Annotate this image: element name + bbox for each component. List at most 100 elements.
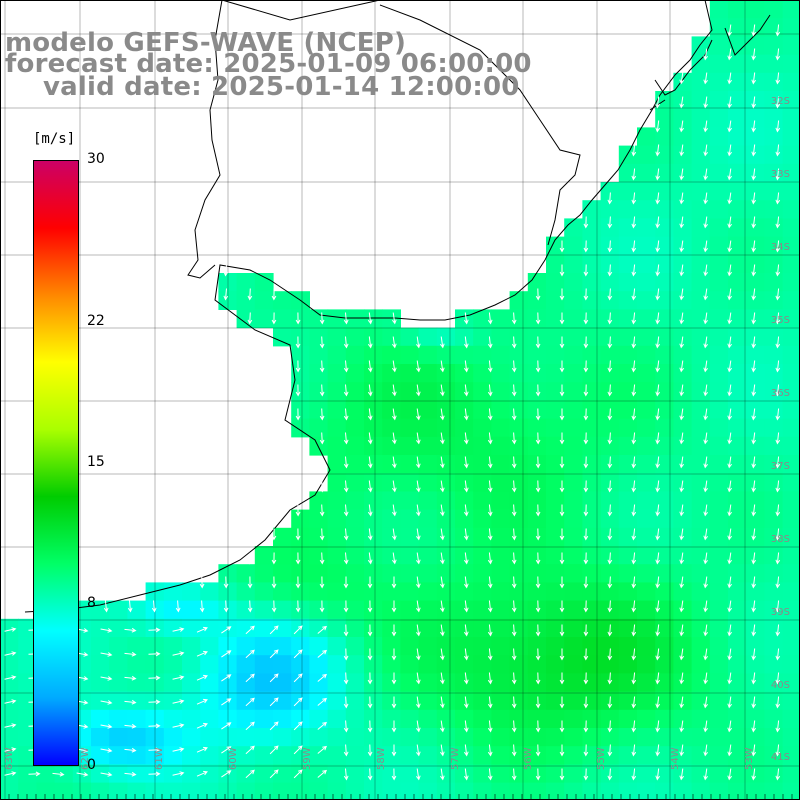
wind-cell bbox=[291, 746, 310, 765]
wind-cell bbox=[582, 473, 602, 492]
wind-arrow bbox=[463, 600, 469, 613]
wind-cell bbox=[382, 746, 401, 765]
wind-arrow bbox=[559, 312, 565, 325]
wind-cell bbox=[236, 782, 256, 800]
wind-cell bbox=[327, 364, 347, 383]
wind-cell bbox=[473, 764, 492, 784]
wind-cell bbox=[418, 655, 438, 674]
wind-cell bbox=[709, 382, 729, 401]
wind-cell bbox=[91, 673, 110, 693]
wind-arrow bbox=[416, 696, 421, 709]
wind-arrow bbox=[100, 700, 113, 705]
wind-cell bbox=[764, 109, 784, 128]
wind-cell bbox=[436, 637, 456, 656]
wind-cell bbox=[509, 600, 529, 620]
wind-arrow bbox=[463, 672, 469, 685]
wind-cell bbox=[527, 436, 547, 456]
wind-cell bbox=[364, 709, 383, 729]
wind-arrow bbox=[775, 600, 781, 613]
wind-arrow bbox=[751, 720, 757, 733]
wind-cell bbox=[764, 291, 784, 310]
wind-arrow bbox=[343, 720, 349, 733]
wind-arrow bbox=[655, 480, 661, 493]
wind-cell bbox=[582, 746, 602, 765]
wind-cell bbox=[400, 764, 420, 784]
wind-cell bbox=[400, 564, 420, 583]
wind-cell bbox=[618, 218, 638, 238]
wind-cell bbox=[655, 436, 674, 456]
wind-arrow bbox=[535, 648, 541, 661]
wind-cell bbox=[236, 273, 256, 292]
wind-arrow bbox=[559, 264, 565, 277]
wind-arrow bbox=[751, 744, 757, 757]
wind-cell bbox=[764, 655, 784, 674]
wind-arrow bbox=[583, 360, 589, 373]
wind-cell bbox=[436, 582, 456, 602]
wind-cell bbox=[91, 746, 110, 765]
wind-cell bbox=[200, 582, 219, 602]
wind-cell bbox=[728, 673, 747, 693]
wind-cell bbox=[582, 364, 602, 383]
wind-cell bbox=[309, 400, 329, 420]
wind-cell bbox=[455, 491, 474, 511]
wind-arrow bbox=[124, 699, 137, 705]
wind-cell bbox=[127, 782, 147, 800]
wind-arrow bbox=[775, 240, 781, 253]
wind-arrow bbox=[559, 528, 565, 541]
wind-arrow bbox=[655, 432, 661, 445]
colorbar-unit: [m/s] bbox=[33, 131, 76, 147]
wind-cell bbox=[273, 728, 292, 747]
wind-cell bbox=[673, 691, 693, 711]
wind-arrow bbox=[511, 480, 517, 493]
wind-arrow bbox=[293, 673, 303, 683]
wind-arrow bbox=[631, 648, 637, 661]
wind-arrow bbox=[751, 48, 757, 61]
wind-arrow bbox=[511, 768, 517, 781]
wind-cell bbox=[182, 655, 201, 674]
wind-cell bbox=[309, 782, 329, 800]
title-model: modelo GEFS-WAVE (NCEP) bbox=[5, 28, 407, 58]
wind-arrow bbox=[559, 336, 565, 349]
wind-arrow bbox=[440, 648, 445, 661]
wind-cell bbox=[455, 436, 474, 456]
wind-cell bbox=[709, 527, 729, 547]
wind-cell bbox=[709, 18, 729, 37]
wind-arrow bbox=[440, 456, 445, 469]
wind-arrow bbox=[583, 288, 589, 301]
wind-arrow bbox=[607, 432, 613, 445]
wind-arrow bbox=[703, 624, 708, 637]
wind-cell bbox=[618, 345, 638, 365]
longitude-label: 56W bbox=[523, 747, 534, 770]
wind-cell bbox=[327, 728, 347, 747]
wind-arrow bbox=[655, 288, 661, 301]
wind-cell bbox=[728, 473, 747, 492]
wind-cell bbox=[509, 655, 529, 674]
wind-arrow bbox=[535, 552, 541, 565]
wind-cell bbox=[364, 637, 383, 656]
wind-arrow bbox=[127, 600, 133, 613]
wind-cell bbox=[728, 54, 747, 74]
wind-arrow bbox=[391, 696, 397, 709]
wind-arrow bbox=[343, 312, 349, 325]
wind-arrow bbox=[440, 744, 445, 757]
wind-arrow bbox=[583, 312, 589, 325]
wind-cell bbox=[309, 655, 329, 674]
wind-cell bbox=[582, 637, 602, 656]
latitude-label: 37S bbox=[771, 461, 790, 472]
wind-arrow bbox=[775, 96, 781, 109]
wind-cell bbox=[546, 291, 565, 310]
wind-arrow bbox=[679, 168, 684, 181]
wind-cell bbox=[655, 782, 674, 800]
wind-cell bbox=[309, 746, 329, 765]
wind-cell bbox=[655, 546, 674, 565]
wind-cell bbox=[473, 436, 492, 456]
wind-arrow bbox=[607, 624, 613, 637]
wind-cell bbox=[254, 691, 274, 711]
wind-cell bbox=[254, 618, 274, 638]
wind-cell bbox=[455, 345, 474, 365]
wind-cell bbox=[655, 673, 674, 693]
wind-arrow bbox=[343, 456, 349, 469]
wind-arrow bbox=[655, 552, 661, 565]
wind-cell bbox=[728, 200, 747, 219]
wind-cell bbox=[345, 473, 365, 492]
